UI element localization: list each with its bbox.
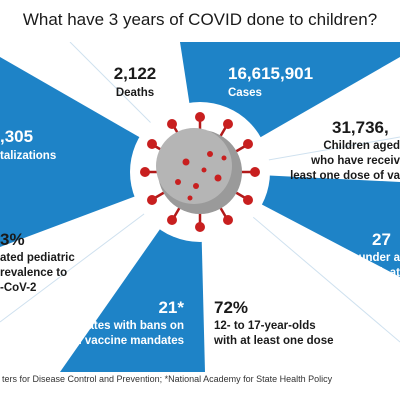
seroprevalence-label-line-1: ated pediatric (0, 252, 75, 264)
teens-label-line-2: with at least one dose (214, 335, 334, 347)
under-age-label-line-1: Children under a (308, 252, 400, 264)
vaccinated-label-line-1: Children aged (323, 140, 400, 152)
seroprevalence-label-line-3: -CoV-2 (0, 282, 37, 294)
wedge-left (0, 57, 200, 247)
vaccinated-label-line-2: who have receiv (311, 155, 400, 167)
cases-value: 16,615,901 (228, 64, 314, 83)
teens-label-line-1: 12- to 17-year-olds (214, 320, 316, 332)
under-age-label-line-2: years with at (330, 267, 400, 279)
under-age-value: 27 (372, 230, 391, 249)
bans-label-line-2: school vaccine mandates (44, 335, 184, 347)
under-age-label-line-3: one va (363, 282, 400, 294)
deaths-label: Deaths (115, 87, 155, 99)
bans-label-line-1: States with bans on (76, 320, 184, 332)
virus-illustration (140, 112, 260, 232)
stats-panel: 2,122 Deaths 16,615,901 Cases ,305 taliz… (0, 42, 400, 372)
cases-label: Cases (228, 87, 262, 99)
seroprevalence-value: 3% (0, 230, 25, 249)
teens-value: 72% (214, 298, 249, 317)
source-note: ters for Disease Control and Prevention;… (2, 374, 333, 384)
seroprevalence-label-line-2: revalence to (0, 267, 68, 279)
deaths-value: 2,122 (113, 64, 157, 83)
vaccinated-value: 31,736, (332, 118, 389, 137)
infographic-title: What have 3 years of COVID done to child… (22, 10, 378, 29)
pinwheel-background (0, 42, 400, 372)
bans-value: 21* (158, 298, 184, 317)
hospitalizations-value: ,305 (0, 127, 34, 146)
vaccinated-label-line-3: least one dose of va (290, 170, 400, 182)
hospitalizations-label: talizations (0, 150, 57, 162)
